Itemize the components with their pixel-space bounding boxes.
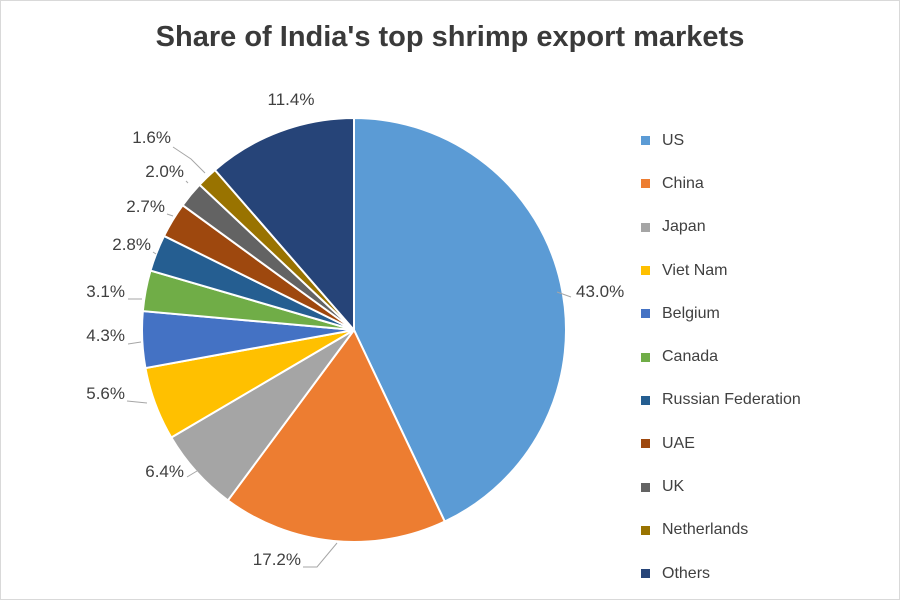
legend-item: Russian Federation xyxy=(641,379,801,422)
legend-label: China xyxy=(662,174,704,192)
legend-item: Others xyxy=(641,552,801,595)
legend-swatch xyxy=(641,179,650,189)
data-label: 43.0% xyxy=(576,282,624,301)
pie-slice-china xyxy=(226,328,447,543)
legend-swatch xyxy=(641,525,650,535)
leader-line xyxy=(127,341,142,345)
data-label: 2.7% xyxy=(126,197,165,216)
data-label: 11.4% xyxy=(268,90,315,109)
data-label: 4.3% xyxy=(86,326,125,345)
legend-swatch xyxy=(641,569,650,579)
legend-label: Others xyxy=(662,564,711,582)
data-label: 1.6% xyxy=(132,128,171,147)
data-label: 17.2% xyxy=(253,550,301,569)
legend-label: UK xyxy=(662,478,685,496)
legend-item: US xyxy=(641,119,801,162)
legend-swatch xyxy=(641,482,650,492)
legend-swatch xyxy=(641,222,650,232)
legend-label: Viet Nam xyxy=(662,261,728,279)
legend-label: Russian Federation xyxy=(662,391,801,409)
pie-slice-us xyxy=(353,116,567,523)
legend: US China Japan Viet Nam Belgium Canada Russian… xyxy=(641,119,801,595)
legend-item: Belgium xyxy=(641,292,801,335)
leader-line xyxy=(126,400,148,404)
data-label: 6.4% xyxy=(145,462,184,481)
leader-line xyxy=(186,470,198,478)
data-label: 3.1% xyxy=(86,282,125,301)
legend-item: Canada xyxy=(641,335,801,378)
leader-line xyxy=(152,251,157,255)
legend-label: Netherlands xyxy=(662,521,749,539)
legend-swatch xyxy=(641,309,650,319)
legend-item: Japan xyxy=(641,206,801,249)
legend-swatch xyxy=(641,395,650,405)
chart-title: Share of India's top shrimp export marke… xyxy=(155,21,745,53)
legend-swatch xyxy=(641,439,650,449)
leader-line xyxy=(166,213,174,217)
legend-item: UK xyxy=(641,465,801,508)
legend-label: Canada xyxy=(662,348,719,366)
leader-line xyxy=(556,291,572,298)
legend-item: Netherlands xyxy=(641,509,801,552)
legend-swatch xyxy=(641,266,650,276)
legend-label: US xyxy=(662,131,685,149)
leader-line xyxy=(185,180,189,184)
legend-item: UAE xyxy=(641,422,801,465)
legend-label: Belgium xyxy=(662,304,720,322)
legend-item: Viet Nam xyxy=(641,249,801,292)
data-label: 2.0% xyxy=(145,162,184,181)
legend-swatch xyxy=(641,352,650,362)
data-label: 5.6% xyxy=(86,384,125,403)
leader-line xyxy=(303,542,338,568)
pie-slice-others xyxy=(213,116,355,333)
legend-label: UAE xyxy=(662,434,695,452)
legend-label: Japan xyxy=(662,218,706,236)
data-label: 2.8% xyxy=(112,235,151,254)
legend-item: China xyxy=(641,162,801,205)
leader-line xyxy=(172,146,206,174)
legend-swatch xyxy=(641,136,650,146)
